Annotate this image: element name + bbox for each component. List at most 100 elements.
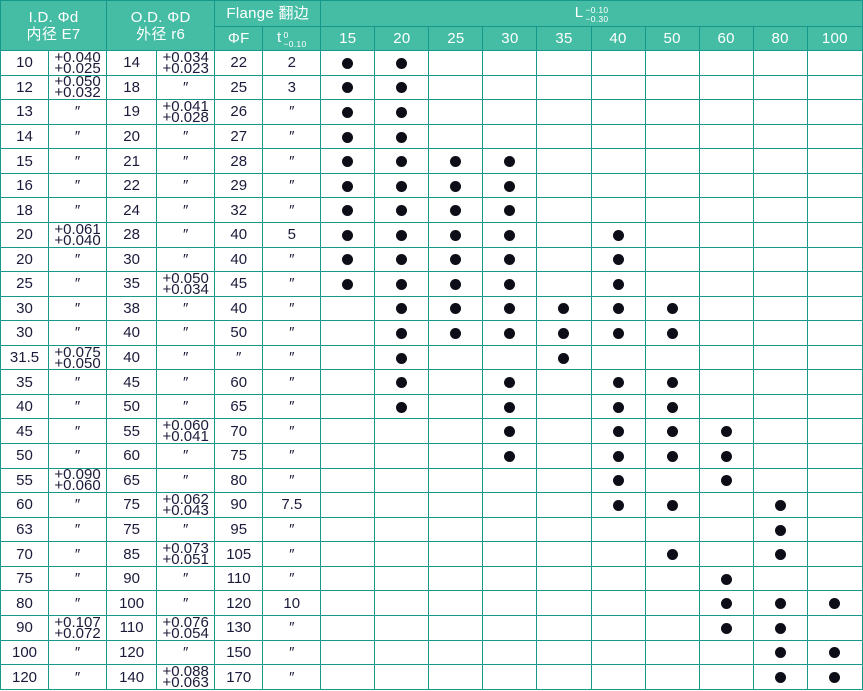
cell-flange-t: ″ [262, 443, 322, 469]
cell-length-50 [644, 99, 700, 125]
header-L-col-5: 40 [590, 26, 646, 51]
availability-dot-icon [342, 156, 354, 168]
cell-length-20 [374, 99, 430, 125]
cell-length-100 [806, 418, 863, 444]
cell-od: 55 [106, 418, 158, 444]
availability-dot-icon [342, 180, 354, 192]
cell-length-20 [374, 443, 430, 469]
availability-dot-icon [450, 156, 462, 168]
availability-dot-icon [612, 229, 624, 241]
cell-length-80 [752, 148, 808, 174]
cell-length-80 [752, 516, 808, 543]
header-od-group: O.D. ΦD 外径 r6 [106, 0, 216, 51]
cell-id-tolerance: +0.075 +0.050 [48, 345, 108, 371]
table-row: 63 ″ 75 ″ 95 ″ [0, 516, 863, 543]
table-row: 75 ″ 90 ″ 110 ″ [0, 565, 863, 592]
cell-length-15 [320, 369, 376, 395]
cell-length-40 [590, 492, 646, 518]
cell-od-tolerance: ″ [156, 344, 216, 371]
cell-length-60 [698, 50, 754, 76]
cell-flange-t: ″ [262, 123, 322, 150]
cell-length-20 [374, 516, 430, 543]
cell-length-50 [644, 50, 700, 76]
availability-dot-icon [396, 156, 408, 168]
cell-od: 30 [106, 246, 158, 273]
cell-length-80 [752, 614, 808, 641]
cell-length-30 [482, 295, 538, 322]
cell-length-30 [482, 369, 538, 395]
cell-flange-phif: 29 [214, 172, 264, 199]
cell-length-40 [590, 590, 646, 616]
availability-dot-icon [342, 254, 354, 266]
cell-flange-t: 10 [262, 590, 322, 616]
cell-flange-t: ″ [262, 467, 322, 494]
cell-length-35 [536, 467, 592, 494]
cell-length-35 [536, 50, 592, 76]
cell-length-40 [590, 295, 646, 322]
availability-dot-icon [396, 205, 408, 217]
cell-od-tolerance: +0.034 +0.023 [156, 50, 216, 76]
availability-dot-icon [612, 499, 624, 511]
cell-length-100 [806, 393, 863, 420]
cell-length-20 [374, 369, 430, 395]
availability-dot-icon [504, 180, 516, 192]
availability-dot-icon [774, 524, 786, 536]
cell-id: 120 [0, 664, 50, 690]
cell-flange-t: ″ [262, 99, 322, 125]
table-row: 55 +0.090 +0.060 65 ″ 80 ″ [0, 467, 863, 494]
availability-dot-icon [396, 278, 408, 290]
cell-id: 18 [0, 197, 50, 223]
cell-flange-t: ″ [262, 418, 322, 444]
cell-length-30 [482, 393, 538, 420]
cell-od-tolerance: ″ [156, 590, 216, 616]
cell-length-25 [428, 246, 484, 273]
cell-length-20 [374, 221, 430, 248]
cell-length-30 [482, 148, 538, 174]
availability-dot-icon [666, 450, 678, 462]
header-flange-t: t 0 −0.10 [262, 26, 322, 51]
cell-length-50 [644, 516, 700, 543]
header-flange-group: Flange 翻边 [214, 0, 322, 27]
cell-flange-t: 7.5 [262, 492, 322, 518]
availability-dot-icon [396, 57, 408, 69]
cell-length-30 [482, 443, 538, 469]
cell-length-60 [698, 344, 754, 371]
cell-flange-phif: 80 [214, 467, 264, 494]
availability-dot-icon [504, 278, 516, 290]
cell-length-100 [806, 246, 863, 273]
availability-dot-icon [666, 549, 678, 561]
cell-length-30 [482, 344, 538, 371]
cell-id: 14 [0, 123, 50, 150]
availability-dot-icon [342, 278, 354, 290]
table-row: 70 ″ 85 +0.073 +0.051 105 ″ [0, 541, 863, 567]
availability-dot-icon [612, 328, 624, 339]
cell-length-40 [590, 443, 646, 469]
cell-length-60 [698, 271, 754, 297]
cell-length-60 [698, 172, 754, 199]
cell-length-25 [428, 74, 484, 101]
cell-length-35 [536, 614, 592, 641]
cell-length-50 [644, 467, 700, 494]
cell-length-35 [536, 295, 592, 322]
cell-id-tolerance: ″ [48, 492, 108, 518]
cell-length-60 [698, 197, 754, 223]
cell-length-50 [644, 320, 700, 346]
header-L-col-1: 20 [374, 26, 430, 51]
cell-length-15 [320, 565, 376, 592]
cell-length-25 [428, 148, 484, 174]
cell-length-25 [428, 393, 484, 420]
header-row-bottom: ΦF t 0 −0.10 15 20 25 30 35 40 50 60 80 10… [1, 26, 863, 51]
header-flange-t-tol-upper: 0 [283, 29, 289, 40]
cell-od: 21 [106, 148, 158, 174]
cell-length-20 [374, 664, 430, 690]
cell-flange-t: ″ [262, 639, 322, 666]
cell-length-30 [482, 50, 538, 76]
cell-id-tolerance: ″ [48, 664, 108, 690]
cell-length-100 [806, 295, 863, 322]
header-L-tolerance: −0.10 −0.30 [585, 5, 608, 24]
cell-od-tolerance: ″ [156, 172, 216, 199]
cell-od-tolerance: ″ [156, 246, 216, 273]
cell-length-40 [590, 541, 646, 567]
cell-length-80 [752, 393, 808, 420]
cell-id: 50 [0, 443, 50, 469]
